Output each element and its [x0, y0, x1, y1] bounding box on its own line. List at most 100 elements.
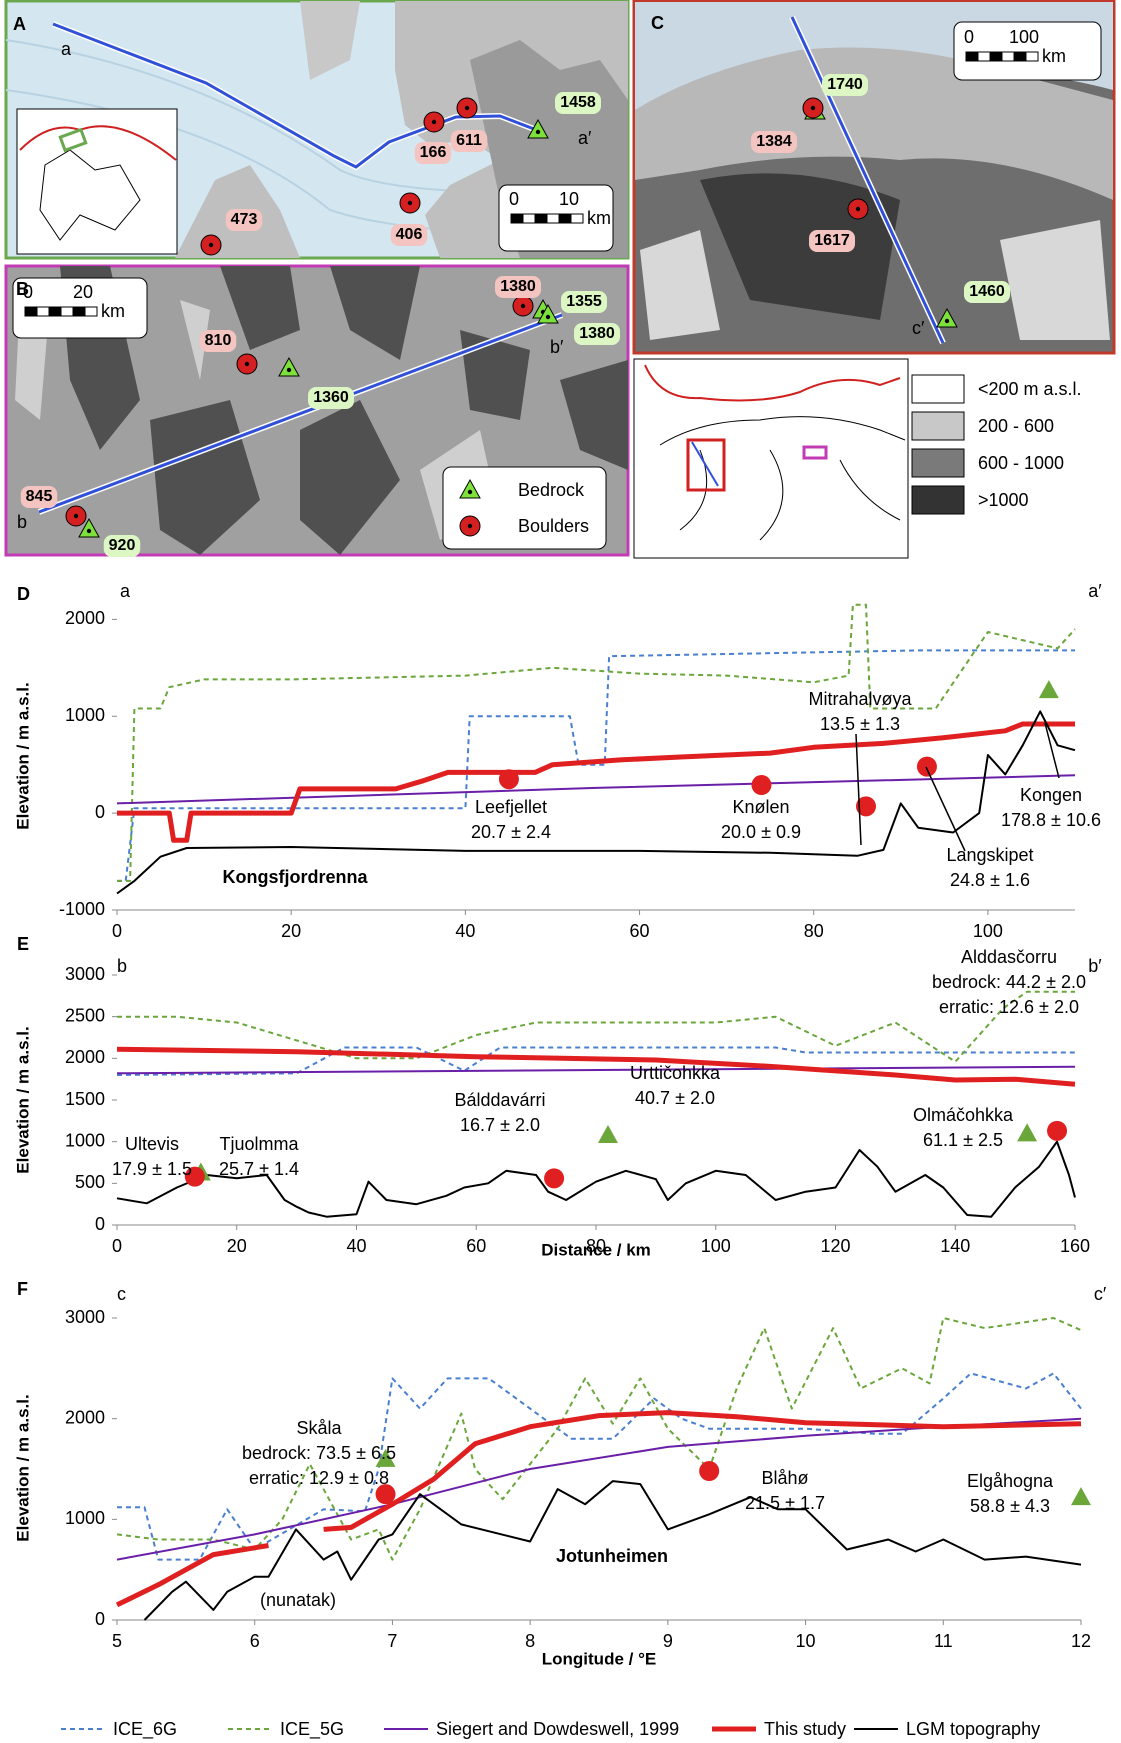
panel-letter: A — [13, 14, 26, 34]
y-axis-title: Elevation / m a.s.l. — [13, 682, 32, 829]
marker-dot — [74, 514, 78, 518]
series-line — [117, 724, 1075, 840]
x-axis-title: Distance / km — [541, 1240, 651, 1259]
marker-dot — [245, 362, 249, 366]
sample-label: 1380 — [579, 325, 615, 342]
bedrock-marker — [1017, 1123, 1037, 1141]
x-tick-label: 9 — [663, 1631, 673, 1651]
boulder-marker — [1047, 1121, 1067, 1141]
transect-end: a′ — [578, 128, 592, 148]
y-axis-title: Elevation / m a.s.l. — [13, 1394, 32, 1541]
marker-dot — [546, 315, 550, 319]
transect-start: c — [117, 1284, 126, 1304]
scale-segment — [535, 214, 547, 223]
x-tick-label: 6 — [250, 1631, 260, 1651]
series-line — [117, 1419, 1081, 1560]
sample-label: 1458 — [560, 94, 596, 111]
annotation: bedrock: 44.2 ± 2.0 — [932, 972, 1086, 992]
x-tick-label: 10 — [796, 1631, 816, 1651]
annotation: 16.7 ± 2.0 — [460, 1115, 540, 1135]
x-tick-label: 20 — [281, 921, 301, 941]
series-line — [117, 605, 1075, 881]
scale-segment — [1002, 52, 1014, 61]
x-tick-label: 60 — [466, 1236, 486, 1256]
sample-label: 166 — [420, 144, 447, 161]
annotation: bedrock: 73.5 ± 6.5 — [242, 1443, 396, 1463]
scale-segment — [559, 214, 571, 223]
marker-dot — [287, 368, 291, 372]
transect-end: b′ — [550, 337, 564, 357]
transect-end: c′ — [912, 318, 925, 338]
sample-label: 1384 — [756, 133, 792, 150]
y-tick-label: 3000 — [65, 1307, 105, 1327]
x-tick-label: 100 — [701, 1236, 731, 1256]
elevation-swatch — [912, 375, 964, 403]
x-tick-label: 5 — [112, 1631, 122, 1651]
scale-segment — [85, 307, 97, 316]
legend-label: LGM topography — [906, 1719, 1040, 1739]
elevation-swatch — [912, 449, 964, 477]
x-tick-label: 7 — [387, 1631, 397, 1651]
x-tick-label: 140 — [940, 1236, 970, 1256]
scale-label: 0 — [964, 27, 974, 47]
sample-label: 1360 — [313, 389, 349, 406]
transect-start: a — [61, 39, 72, 59]
annotation: 20.0 ± 0.9 — [721, 822, 801, 842]
x-tick-label: 12 — [1071, 1631, 1091, 1651]
annotation: 178.8 ± 10.6 — [1001, 810, 1101, 830]
annotation: Skåla — [296, 1418, 342, 1438]
sample-label: 1460 — [969, 283, 1005, 300]
y-tick-label: -1000 — [59, 899, 105, 919]
marker-dot — [465, 106, 469, 110]
panel-letter: D — [17, 584, 30, 604]
scale-segment — [511, 214, 523, 223]
x-tick-label: 100 — [973, 921, 1003, 941]
legend-label: Siegert and Dowdeswell, 1999 — [436, 1719, 679, 1739]
scale-unit: km — [587, 208, 611, 228]
annotation: 58.8 ± 4.3 — [970, 1496, 1050, 1516]
annotation: 21.5 ± 1.7 — [745, 1493, 825, 1513]
annotation: 40.7 ± 2.0 — [635, 1088, 715, 1108]
marker-dot — [856, 207, 860, 211]
annotation: Ultevis — [125, 1134, 179, 1154]
sample-label: 810 — [205, 332, 232, 349]
x-tick-label: 60 — [630, 921, 650, 941]
x-tick-label: 40 — [455, 921, 475, 941]
scale-segment — [978, 52, 990, 61]
scale-segment — [990, 52, 1002, 61]
annotation: Blåhø — [761, 1468, 808, 1488]
scale-segment — [571, 214, 583, 223]
legend-label: ICE_5G — [280, 1719, 344, 1740]
x-tick-label: 160 — [1060, 1236, 1090, 1256]
boulder-marker — [544, 1168, 564, 1188]
x-tick-label: 120 — [820, 1236, 850, 1256]
transect-end: c′ — [1094, 1284, 1107, 1304]
bedrock-marker — [1071, 1487, 1091, 1505]
scale-label: 0 — [509, 189, 519, 209]
annotation: Elgåhogna — [967, 1471, 1054, 1491]
annotation: Tjuolmma — [219, 1134, 299, 1154]
annotation: Knølen — [732, 797, 789, 817]
sample-label: 1740 — [827, 76, 863, 93]
annotation: 13.5 ± 1.3 — [820, 714, 900, 734]
x-axis-title: Longitude / °E — [542, 1649, 656, 1668]
y-tick-label: 2000 — [65, 1047, 105, 1067]
y-tick-label: 1000 — [65, 705, 105, 725]
elevation-swatch — [912, 412, 964, 440]
annotation: Mitrahalvøya — [808, 689, 912, 709]
scale-segment — [49, 307, 61, 316]
x-tick-label: 0 — [112, 921, 122, 941]
boulder-marker — [499, 769, 519, 789]
scale-segment — [966, 52, 978, 61]
elevation-label: <200 m a.s.l. — [978, 379, 1082, 399]
sample-label: 406 — [396, 226, 423, 243]
transect-end: a′ — [1088, 581, 1102, 601]
marker-dot — [811, 106, 815, 110]
scale-segment — [523, 214, 535, 223]
y-tick-label: 2000 — [65, 608, 105, 628]
scale-segment — [1014, 52, 1026, 61]
y-tick-label: 0 — [95, 1609, 105, 1629]
sample-label: 611 — [456, 132, 482, 149]
marker-dot — [536, 130, 540, 134]
legend-label: This study — [764, 1719, 846, 1739]
